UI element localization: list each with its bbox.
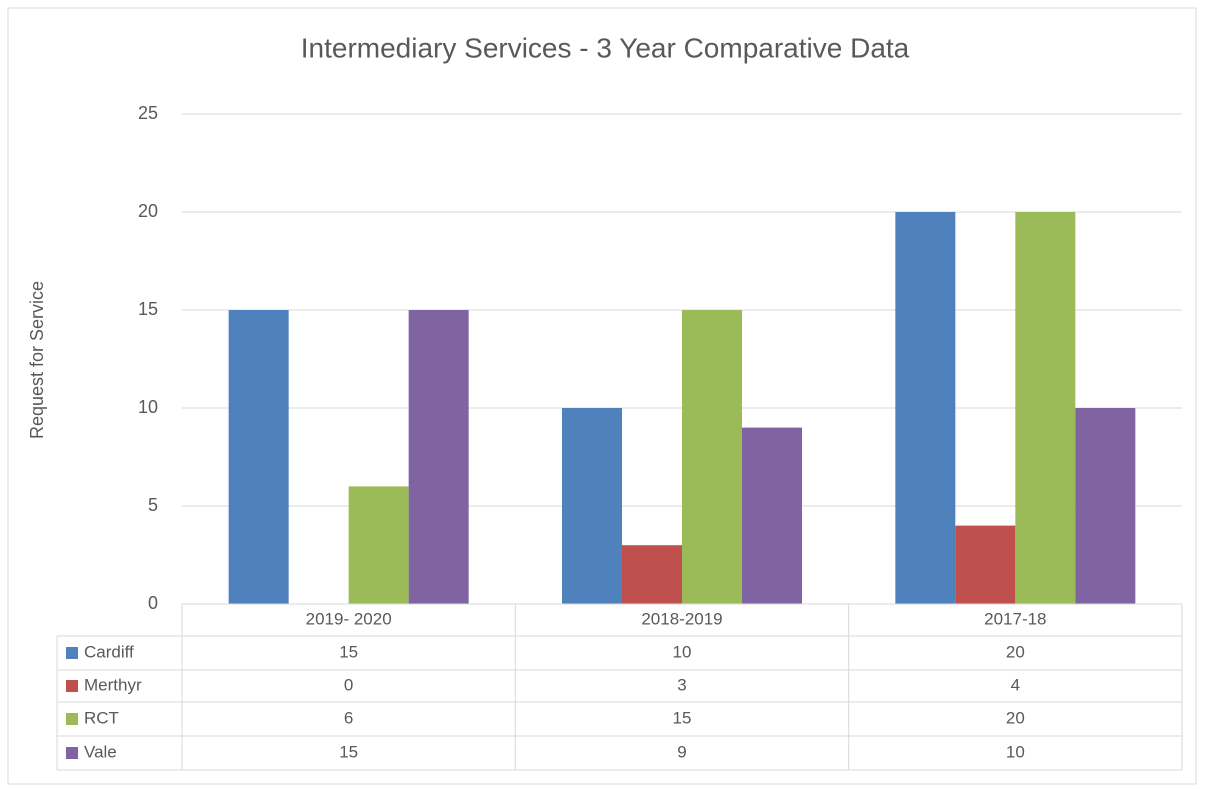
legend-label: Cardiff (84, 642, 134, 661)
bar (742, 427, 802, 604)
table-value: 9 (677, 742, 686, 761)
legend-key (66, 713, 78, 725)
y-tick-label: 15 (138, 299, 158, 319)
table-value: 15 (339, 742, 358, 761)
bar (622, 545, 682, 604)
table-value: 6 (344, 708, 353, 727)
bar (348, 486, 409, 604)
bar (895, 212, 956, 604)
table-value: 10 (673, 642, 692, 661)
table-value: 0 (344, 675, 353, 694)
bar (408, 310, 469, 604)
table-value: 4 (1011, 675, 1020, 694)
table-value: 20 (1006, 708, 1025, 727)
bar (1015, 212, 1076, 604)
y-tick-label: 20 (138, 201, 158, 221)
chart-title: Intermediary Services - 3 Year Comparati… (301, 32, 910, 63)
legend-key (66, 747, 78, 759)
y-axis-label: Request for Service (27, 281, 47, 439)
y-tick-label: 5 (148, 495, 158, 515)
y-tick-label: 25 (138, 103, 158, 123)
bar (1075, 408, 1136, 604)
legend-label: Merthyr (84, 675, 142, 694)
table-value: 15 (339, 642, 358, 661)
x-tick-label: 2019- 2020 (306, 609, 392, 628)
y-tick-label: 0 (148, 593, 158, 613)
legend-key (66, 647, 78, 659)
chart-frame (7, 7, 1197, 785)
table-value: 15 (673, 708, 692, 727)
bar (562, 408, 622, 604)
bar (228, 310, 289, 604)
legend-label: RCT (84, 708, 119, 727)
x-tick-label: 2018-2019 (641, 609, 722, 628)
y-tick-label: 10 (138, 397, 158, 417)
table-value: 20 (1006, 642, 1025, 661)
x-tick-label: 2017-18 (984, 609, 1046, 628)
table-value: 10 (1006, 742, 1025, 761)
table-value: 3 (677, 675, 686, 694)
bar (682, 310, 742, 604)
legend-key (66, 680, 78, 692)
bar (955, 525, 1016, 604)
legend-label: Vale (84, 742, 117, 761)
